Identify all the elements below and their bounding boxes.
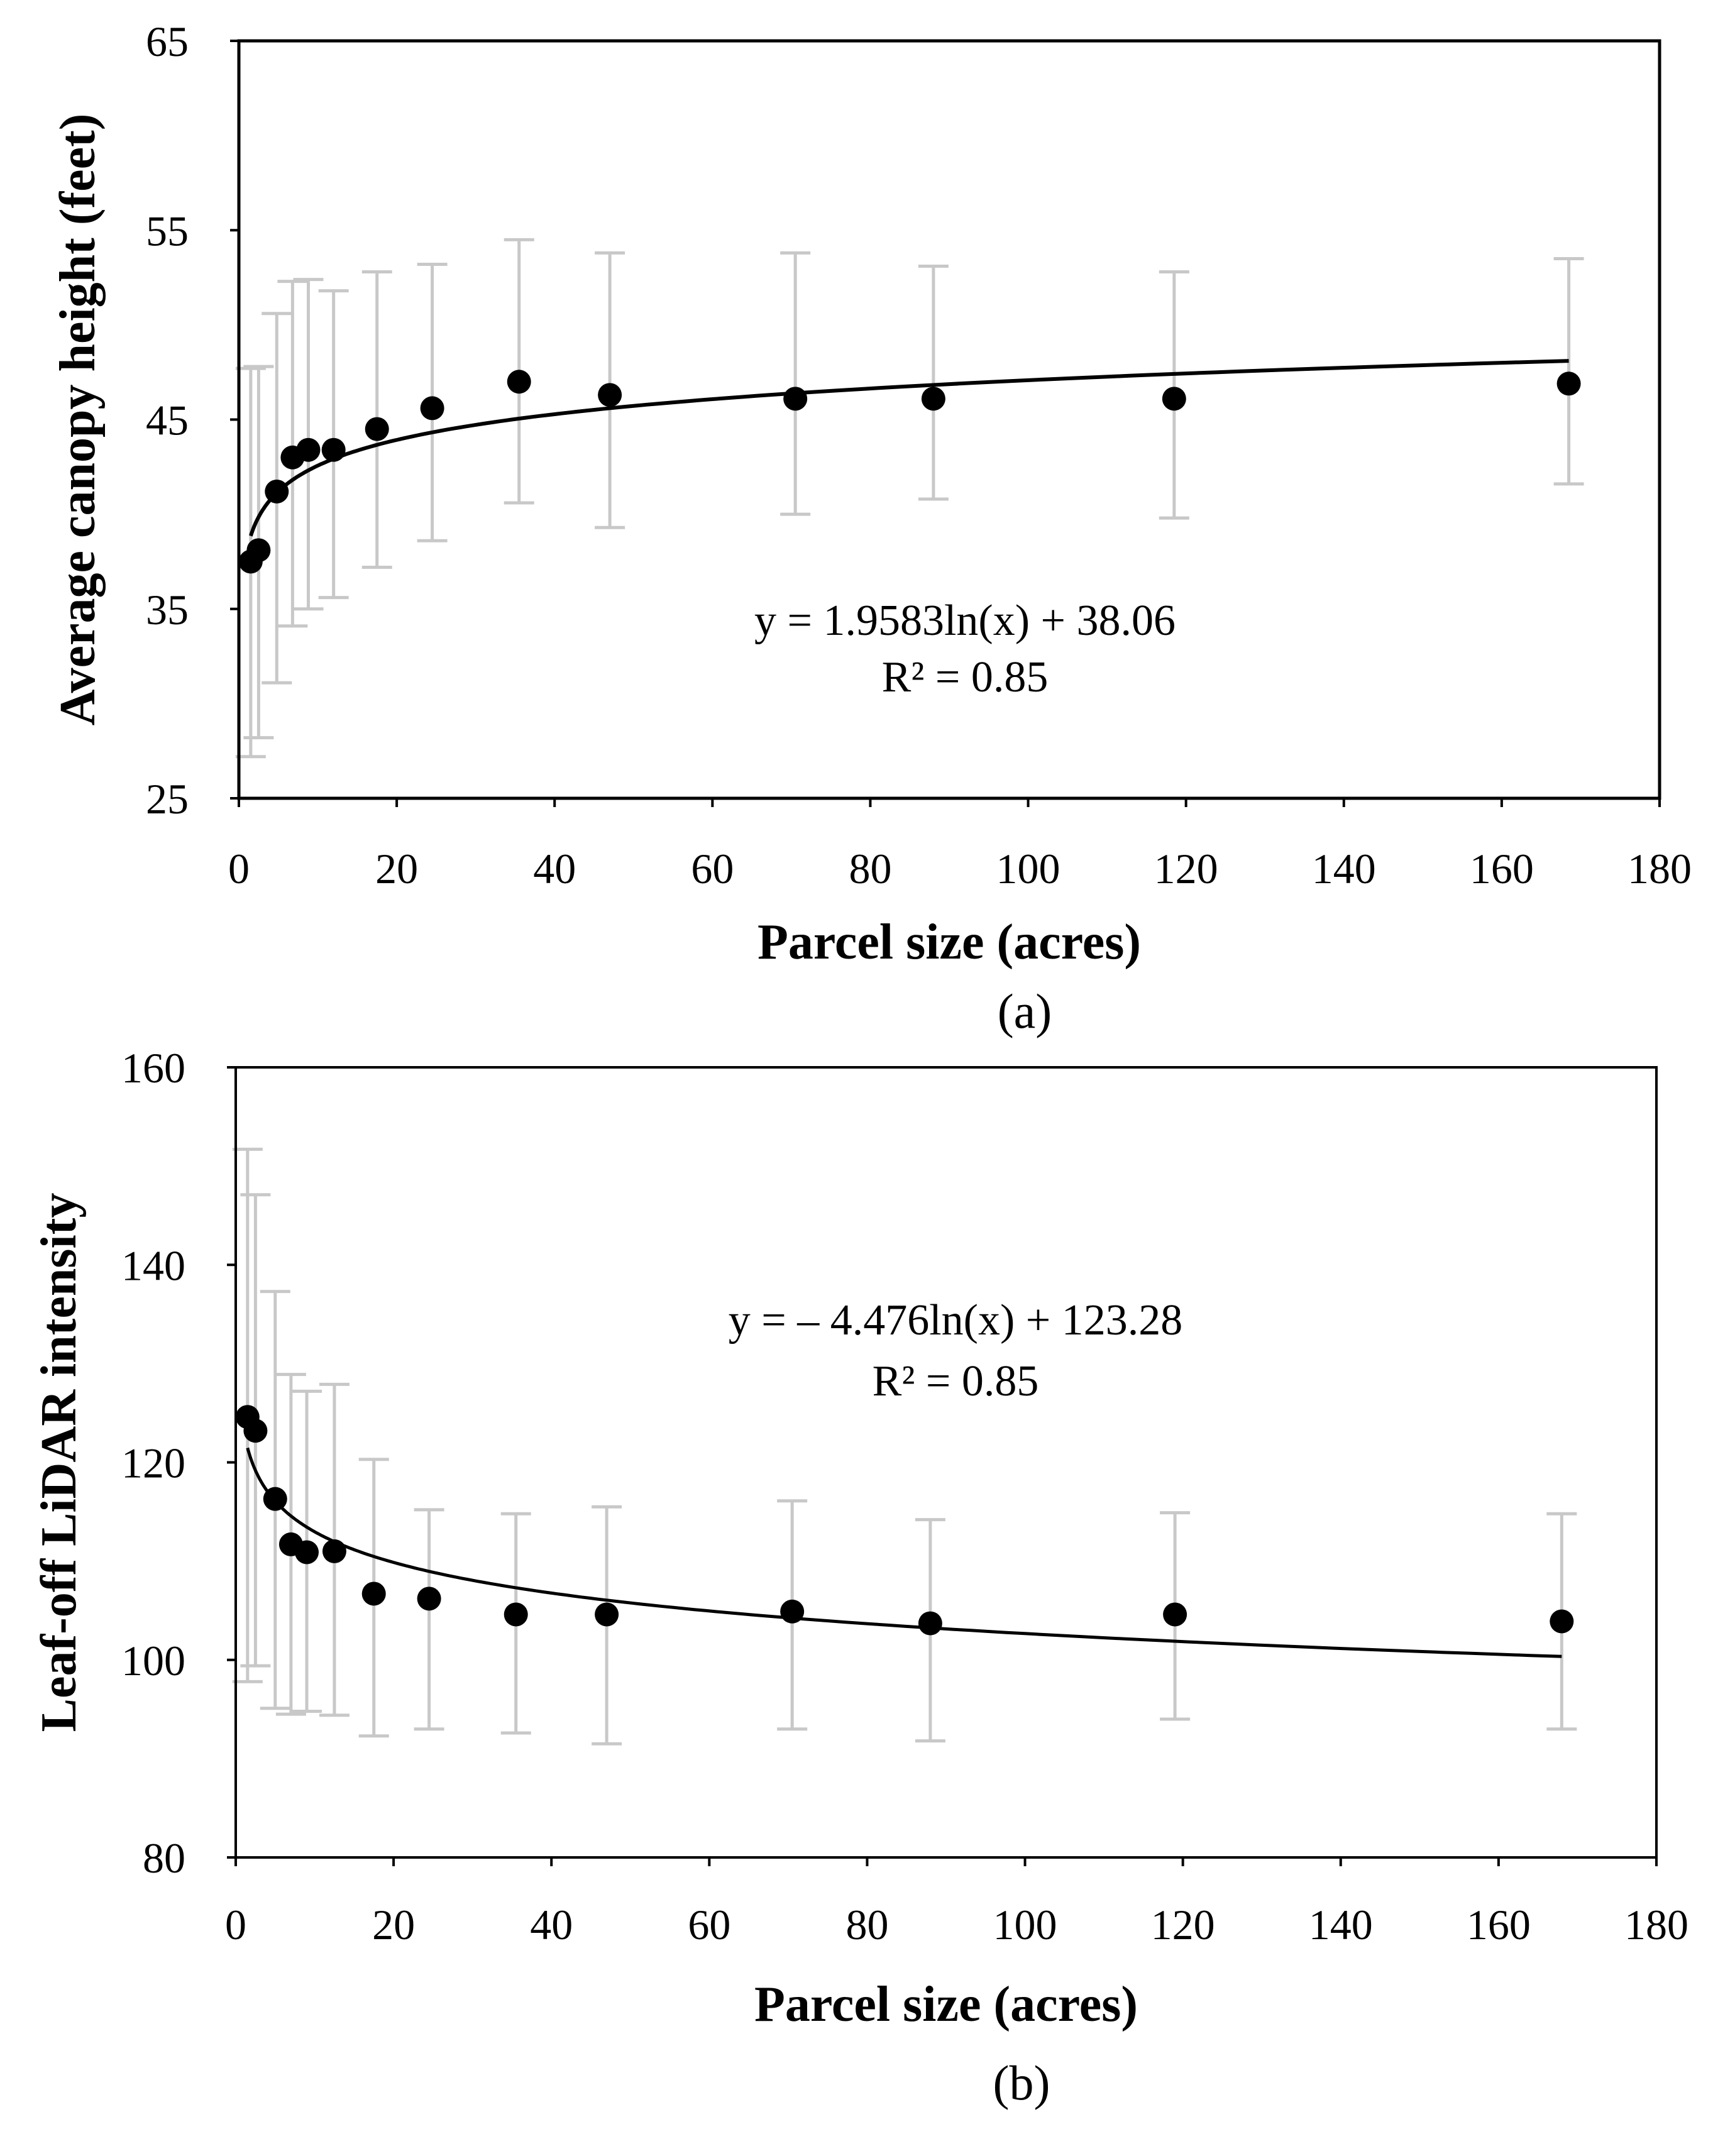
points-b [235,1405,1574,1636]
x-tick-label-a: 0 [228,845,250,893]
data-point-a [365,417,389,441]
y-ticks-b: 80 100 120 140 160 [121,1044,236,1882]
r-squared-b: R² = 0.85 [873,1357,1039,1405]
data-point-b [361,1581,386,1606]
data-point-a [598,383,622,407]
y-tick-label-a: 25 [146,775,189,823]
data-point-a [296,437,321,462]
y-tick-label-a: 55 [146,207,189,255]
data-point-b [780,1599,805,1624]
x-tick-label-a: 120 [1154,845,1218,893]
x-tick-label-b: 160 [1467,1901,1531,1949]
y-axis-label-b: Leaf-off LiDAR intensity [31,1193,87,1732]
x-tick-label-b: 120 [1151,1901,1215,1949]
x-tick-label-a: 100 [996,845,1060,893]
y-tick-label-a: 45 [146,397,189,444]
x-tick-label-b: 40 [530,1901,573,1949]
data-point-b [417,1587,441,1611]
x-tick-label-a: 160 [1470,845,1534,893]
y-tick-label-b: 140 [121,1241,185,1289]
x-tick-label-b: 20 [372,1901,415,1949]
data-point-b [595,1602,619,1627]
x-tick-label-a: 40 [533,845,576,893]
panel-label-b: (b) [993,2055,1050,2110]
data-point-a [265,479,289,503]
x-tick-label-b: 180 [1624,1901,1688,1949]
error-bars-b [232,1147,1577,1746]
chart-a: 25 35 45 55 65 0 20 40 60 80 100 120 140 160 180 Parc… [50,18,1692,1038]
data-point-b [322,1539,346,1563]
y-ticks-a: 25 35 45 55 65 [146,18,239,823]
x-tick-label-a: 60 [691,845,734,893]
x-tick-label-b: 60 [688,1901,730,1949]
trendline-b [246,1447,1562,1658]
data-point-a [783,387,808,411]
data-point-a [1556,371,1581,396]
y-tick-label-a: 65 [146,18,189,65]
x-tick-label-b: 80 [845,1901,888,1949]
y-tick-label-b: 80 [143,1834,185,1882]
data-point-b [243,1419,268,1443]
data-point-b [263,1487,287,1511]
data-point-a [921,387,945,411]
x-tick-label-a: 180 [1628,845,1692,893]
points-a [238,370,1581,574]
x-tick-label-a: 20 [375,845,418,893]
y-tick-label-b: 120 [121,1439,185,1487]
y-axis-label-a: Average canopy height (feet) [50,114,106,726]
r-squared-a: R² = 0.85 [882,653,1049,701]
data-point-a [321,437,346,462]
data-point-b [1550,1609,1574,1634]
y-tick-label-b: 160 [121,1044,185,1092]
y-tick-label-a: 35 [146,586,189,634]
data-point-a [246,538,271,563]
x-axis-label-a: Parcel size (acres) [757,915,1141,970]
data-point-a [1162,387,1186,411]
plot-frame-b [234,1066,1658,1859]
data-point-a [420,396,444,421]
x-tick-label-a: 80 [849,845,891,893]
data-point-b [504,1602,528,1627]
y-tick-label-b: 100 [121,1637,185,1685]
equation-a: y = 1.9583ln(x) + 38.06 [754,597,1176,645]
panel-label-a: (a) [998,984,1052,1038]
data-point-a [507,370,531,394]
data-point-b [918,1611,942,1636]
data-point-b [295,1540,319,1565]
x-axis-label-b: Parcel size (acres) [754,1977,1138,2032]
x-tick-label-b: 0 [225,1901,246,1949]
x-tick-label-a: 140 [1312,845,1376,893]
data-point-b [1163,1602,1187,1627]
x-tick-label-b: 140 [1309,1901,1373,1949]
x-ticks-b: 0 20 40 60 80 100 120 140 160 180 [225,1857,1688,1949]
x-tick-label-b: 100 [993,1901,1057,1949]
x-ticks-a: 0 20 40 60 80 100 120 140 160 180 [228,798,1692,893]
trendline-a [248,359,1569,537]
equation-b: y = – 4.476ln(x) + 123.28 [729,1296,1183,1345]
